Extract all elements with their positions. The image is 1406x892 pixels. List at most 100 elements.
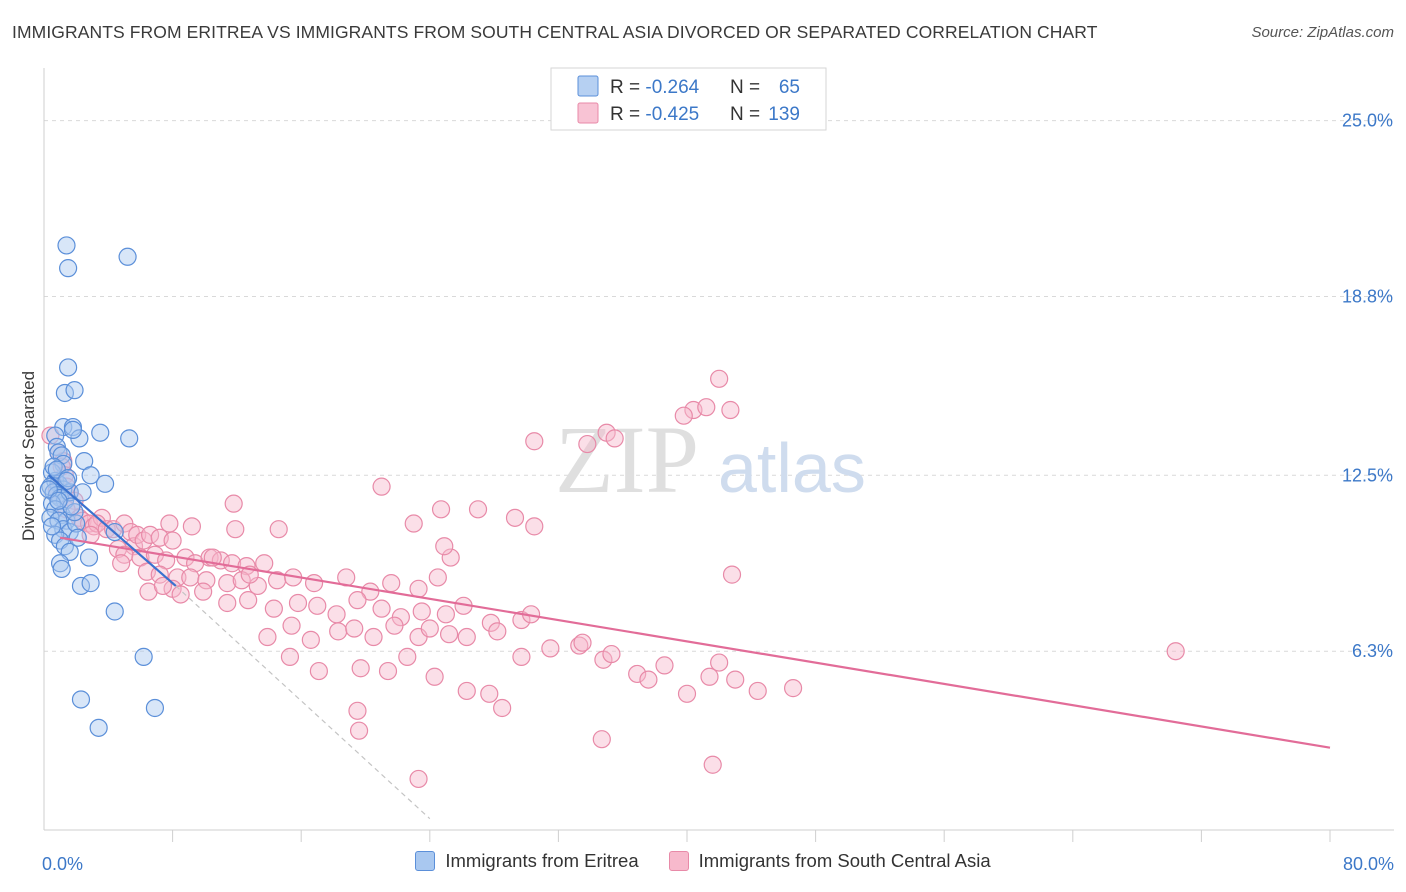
point-south-central-asia (345, 619, 364, 638)
point-south-central-asia (264, 599, 283, 618)
legend-r-label-1: R = (610, 77, 645, 98)
point-south-central-asia (541, 639, 560, 658)
point-south-central-asia (783, 679, 803, 698)
point-eritrea (145, 698, 165, 718)
point-south-central-asia (700, 667, 719, 686)
point-south-central-asia (104, 520, 123, 539)
point-south-central-asia (441, 548, 460, 567)
legend-item-south-central-asia: Immigrants from South Central Asia (668, 850, 991, 872)
point-south-central-asia (674, 406, 693, 425)
point-south-central-asia (304, 574, 324, 593)
point-south-central-asia (505, 508, 525, 527)
point-south-central-asia (525, 432, 544, 451)
trend-line-south-central-asia (59, 536, 1331, 749)
svg-text:N =: N = (730, 104, 760, 125)
point-south-central-asia (239, 591, 258, 610)
legend-n-value-1: 65 (779, 77, 800, 98)
point-eritrea (134, 647, 153, 666)
point-south-central-asia (431, 500, 451, 519)
point-south-central-asia (655, 656, 674, 675)
point-south-central-asia (439, 625, 459, 644)
point-south-central-asia (573, 633, 592, 652)
point-south-central-asia (378, 661, 398, 681)
point-eritrea (118, 247, 137, 266)
point-south-central-asia (409, 769, 428, 789)
point-south-central-asia (282, 616, 301, 635)
point-south-central-asia (425, 667, 444, 686)
point-eritrea (105, 602, 124, 621)
y-tick-label: 12.5% (1342, 465, 1393, 485)
point-eritrea (65, 381, 84, 400)
point-south-central-asia (258, 627, 277, 647)
point-eritrea (65, 503, 84, 522)
point-south-central-asia (412, 602, 431, 621)
point-eritrea (91, 423, 110, 442)
point-eritrea (71, 690, 91, 709)
point-south-central-asia (92, 508, 111, 527)
svg-text:N =: N = (730, 77, 760, 98)
point-south-central-asia (677, 684, 697, 703)
point-south-central-asia (578, 434, 597, 454)
point-south-central-asia (488, 622, 507, 641)
point-south-central-asia (605, 429, 624, 448)
legend-bottom-swatch-south-central-asia (668, 851, 689, 871)
watermark-zip: ZIP (555, 406, 699, 513)
point-south-central-asia (398, 647, 417, 666)
point-south-central-asia (721, 400, 740, 420)
legend-box: R = -0.264 N = 65 R = -0.425 N = 139 (550, 67, 827, 131)
point-south-central-asia (457, 681, 476, 701)
point-south-central-asia (329, 622, 348, 641)
point-eritrea (73, 483, 92, 502)
point-south-central-asia (182, 517, 201, 536)
legend-n-value-2: 139 (768, 104, 800, 125)
point-eritrea (42, 517, 62, 536)
point-south-central-asia (480, 684, 499, 703)
point-south-central-asia (697, 398, 716, 417)
legend-n-label-2: N = (730, 104, 760, 125)
series-south-central-asia-points (41, 369, 1185, 789)
point-south-central-asia (525, 517, 544, 536)
point-eritrea (49, 491, 68, 510)
point-south-central-asia (301, 630, 320, 649)
point-south-central-asia (710, 653, 729, 672)
point-eritrea (95, 474, 115, 493)
trend-line-eritrea (48, 474, 177, 587)
legend-swatch-south-central-asia (577, 102, 599, 124)
point-south-central-asia (348, 701, 367, 720)
point-eritrea (89, 718, 108, 737)
point-south-central-asia (280, 647, 300, 666)
point-south-central-asia (309, 661, 328, 681)
watermark: ZIP atlas (555, 406, 866, 513)
point-south-central-asia (404, 514, 423, 533)
trend-lines (48, 474, 1331, 820)
legend-r-value-2: -0.425 (645, 104, 699, 125)
svg-text:R = -0.264: R = -0.264 (610, 77, 700, 98)
point-eritrea (81, 466, 100, 485)
point-south-central-asia (348, 591, 367, 610)
legend-label-eritrea: Immigrants from Eritrea (445, 850, 639, 871)
point-south-central-asia (364, 627, 383, 647)
point-south-central-asia (409, 579, 428, 598)
point-south-central-asia (194, 582, 213, 601)
point-south-central-asia (351, 659, 370, 678)
point-south-central-asia (382, 574, 401, 593)
point-south-central-asia (722, 565, 742, 584)
point-eritrea (63, 420, 83, 439)
point-south-central-asia (150, 565, 169, 584)
point-eritrea (59, 259, 78, 278)
point-eritrea (120, 429, 139, 448)
watermark-atlas: atlas (718, 429, 866, 507)
point-south-central-asia (218, 574, 237, 593)
point-south-central-asia (493, 698, 512, 718)
point-south-central-asia (428, 568, 447, 587)
point-south-central-asia (181, 568, 200, 587)
point-south-central-asia (468, 500, 488, 519)
point-south-central-asia (160, 514, 179, 533)
y-tick-label: 25.0% (1342, 111, 1393, 131)
point-eritrea (68, 528, 87, 547)
point-south-central-asia (570, 636, 589, 655)
point-south-central-asia (703, 755, 722, 774)
point-south-central-asia (726, 670, 745, 689)
point-south-central-asia (748, 681, 767, 701)
